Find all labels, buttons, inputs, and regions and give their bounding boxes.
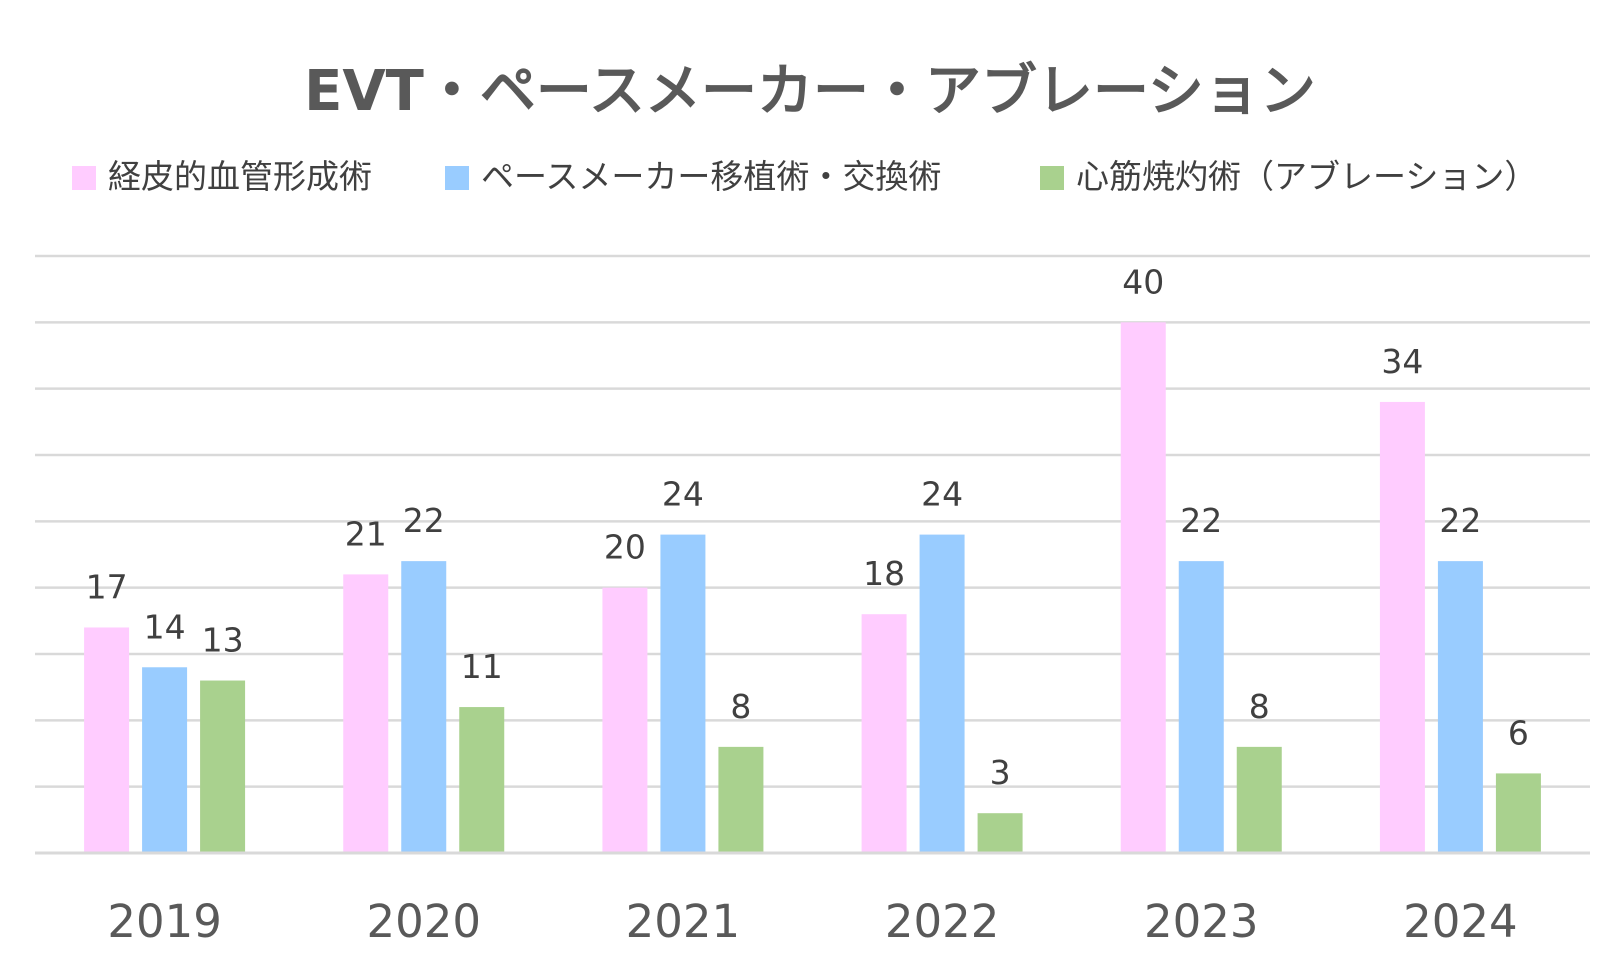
bar-ablation-2022: [977, 813, 1023, 853]
legend-swatch-ablation: [1040, 166, 1064, 190]
legend-label-pta: 経皮的血管形成術: [108, 157, 372, 196]
bar-ablation-2024: [1495, 773, 1541, 853]
data-label-pta-2022: 18: [863, 554, 905, 593]
bar-pacemaker-2024: [1437, 561, 1483, 853]
data-label-ablation-2019: 13: [202, 621, 244, 660]
data-label-ablation-2023: 8: [1249, 687, 1270, 726]
bar-pta-2019: [84, 627, 130, 853]
data-label-pacemaker-2023: 22: [1180, 501, 1222, 540]
data-label-pacemaker-2021: 24: [662, 475, 704, 514]
data-label-pta-2020: 21: [345, 514, 387, 553]
legend-item-pacemaker: ペースメーカー移植術・交換術: [445, 157, 941, 196]
bar-ablation-2020: [459, 707, 505, 853]
data-label-pacemaker-2020: 22: [403, 501, 445, 540]
data-label-pta-2023: 40: [1122, 262, 1164, 301]
bar-pacemaker-2021: [660, 534, 706, 853]
data-label-ablation-2022: 3: [990, 753, 1011, 792]
bar-pacemaker-2019: [142, 667, 188, 853]
bars: [84, 322, 1541, 853]
bar-pta-2020: [343, 574, 389, 853]
data-label-ablation-2020: 11: [461, 647, 503, 686]
bar-pta-2021: [602, 587, 648, 853]
bar-pacemaker-2022: [919, 534, 965, 853]
legend-item-pta: 経皮的血管形成術: [72, 157, 372, 196]
x-tick-label-2024: 2024: [1403, 895, 1518, 948]
legend-item-ablation: 心筋焼灼術（アブレーション）: [1040, 157, 1537, 196]
bar-pta-2023: [1120, 322, 1166, 853]
x-tick-label-2023: 2023: [1144, 895, 1259, 948]
chart-title: EVT・ペースメーカー・アブレーション: [304, 59, 1316, 124]
data-label-pacemaker-2024: 22: [1439, 501, 1481, 540]
legend-label-ablation: 心筋焼灼術（アブレーション）: [1076, 157, 1537, 196]
x-tick-label-2021: 2021: [626, 895, 741, 948]
gridlines: [35, 254, 1590, 788]
bar-pta-2024: [1379, 401, 1425, 853]
legend-swatch-pta: [72, 166, 96, 190]
bar-pacemaker-2023: [1178, 561, 1224, 853]
x-axis-ticks: 2019 2020 2021 2022 2023 2024: [107, 895, 1517, 948]
data-label-pta-2024: 34: [1381, 342, 1423, 381]
data-label-pta-2019: 17: [86, 567, 128, 606]
bar-ablation-2019: [200, 680, 246, 853]
bar-pta-2022: [861, 614, 907, 853]
legend-swatch-pacemaker: [445, 166, 469, 190]
x-tick-label-2022: 2022: [885, 895, 1000, 948]
bar-ablation-2023: [1236, 746, 1282, 853]
x-tick-label-2019: 2019: [107, 895, 222, 948]
legend-label-pacemaker: ペースメーカー移植術・交換術: [481, 157, 941, 196]
data-label-pta-2021: 20: [604, 528, 646, 567]
data-label-ablation-2021: 8: [730, 687, 751, 726]
data-label-ablation-2024: 6: [1508, 713, 1529, 752]
data-labels: 17 14 13 21 22 11 20 24 8 18 24 3 40 22 8 34 22 6: [86, 262, 1529, 792]
bar-ablation-2021: [718, 746, 764, 853]
data-label-pacemaker-2019: 14: [144, 607, 186, 646]
legend: 経皮的血管形成術 ペースメーカー移植術・交換術 心筋焼灼術（アブレーション）: [72, 157, 1537, 196]
bar-pacemaker-2020: [401, 561, 447, 853]
x-tick-label-2020: 2020: [366, 895, 481, 948]
data-label-pacemaker-2022: 24: [921, 475, 963, 514]
